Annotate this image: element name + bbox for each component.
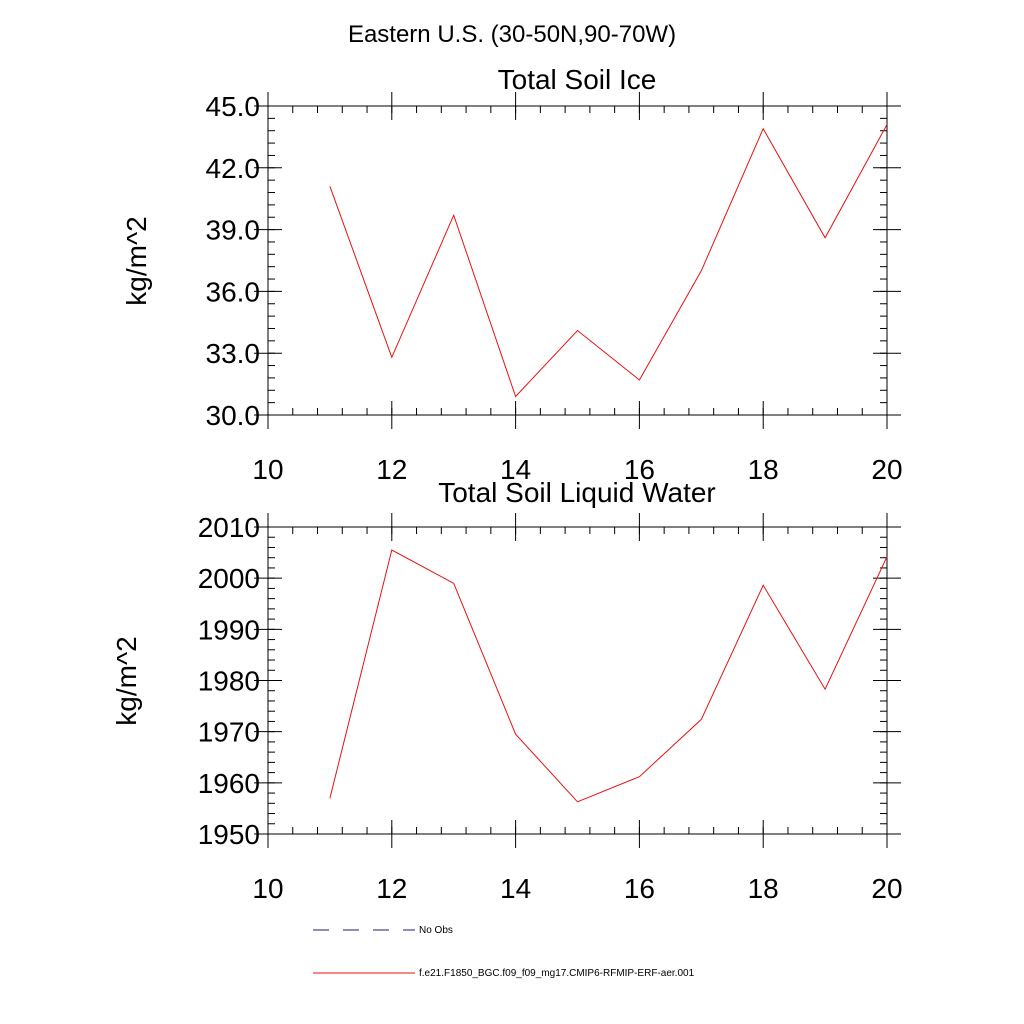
y-axis-label: kg/m^2 xyxy=(111,636,142,725)
chart-panel-soil-liquid-water: Total Soil Liquid Water kg/m^2 1950 1960 1… xyxy=(111,477,903,904)
x-tick-label: 12 xyxy=(376,454,407,485)
series-group xyxy=(329,549,888,803)
y-axis-label: kg/m^2 xyxy=(121,216,152,305)
y-tick-label: 39.0 xyxy=(206,215,261,246)
y-tick-label: 1970 xyxy=(198,717,260,748)
x-tick-label: 14 xyxy=(500,873,531,904)
chart-title: Total Soil Liquid Water xyxy=(438,477,716,508)
y-tick-label: 45.0 xyxy=(206,91,261,122)
chart-panel-soil-ice: Total Soil Ice kg/m^2 30.0 33.0 36.0 39.0 42… xyxy=(121,64,903,485)
y-tick-label: 30.0 xyxy=(206,400,261,431)
series-line xyxy=(329,549,888,803)
y-tick-label: 1950 xyxy=(198,819,260,850)
y-tick-label: 33.0 xyxy=(206,338,261,369)
legend-label-model: f.e21.F1850_BGC.f09_f09_mg17.CMIP6-RFMIP… xyxy=(419,968,695,979)
x-tick-label: 20 xyxy=(871,454,902,485)
series-group xyxy=(329,124,888,398)
chart-title: Total Soil Ice xyxy=(498,64,657,95)
y-tick-label: 36.0 xyxy=(206,276,261,307)
x-tick-label: 10 xyxy=(252,454,283,485)
x-tick-label: 18 xyxy=(748,873,779,904)
x-tick-label: 18 xyxy=(748,454,779,485)
plot-frame xyxy=(267,526,888,835)
y-tick-label: 1980 xyxy=(198,666,260,697)
y-tick-label: 42.0 xyxy=(206,153,261,184)
region-title: Eastern U.S. (30-50N,90-70W) xyxy=(348,21,676,48)
x-tick-label: 12 xyxy=(376,873,407,904)
legend: No Obs f.e21.F1850_BGC.f09_f09_mg17.CMIP… xyxy=(313,925,695,979)
x-tick-label: 10 xyxy=(252,873,283,904)
series-line xyxy=(329,124,888,398)
x-tick-label: 16 xyxy=(624,454,655,485)
x-tick-label: 14 xyxy=(500,454,531,485)
plot-frame xyxy=(267,105,888,416)
y-tick-label: 2010 xyxy=(198,512,260,543)
y-tick-label: 2000 xyxy=(198,563,260,594)
y-tick-label: 1960 xyxy=(198,768,260,799)
legend-label-no-obs: No Obs xyxy=(419,925,453,936)
x-tick-label: 20 xyxy=(871,873,902,904)
y-tick-label: 1990 xyxy=(198,614,260,645)
x-tick-label: 16 xyxy=(624,873,655,904)
axes: 30.0 33.0 36.0 39.0 42.0 45.0 10 12 14 16 18 20 xyxy=(206,91,903,485)
